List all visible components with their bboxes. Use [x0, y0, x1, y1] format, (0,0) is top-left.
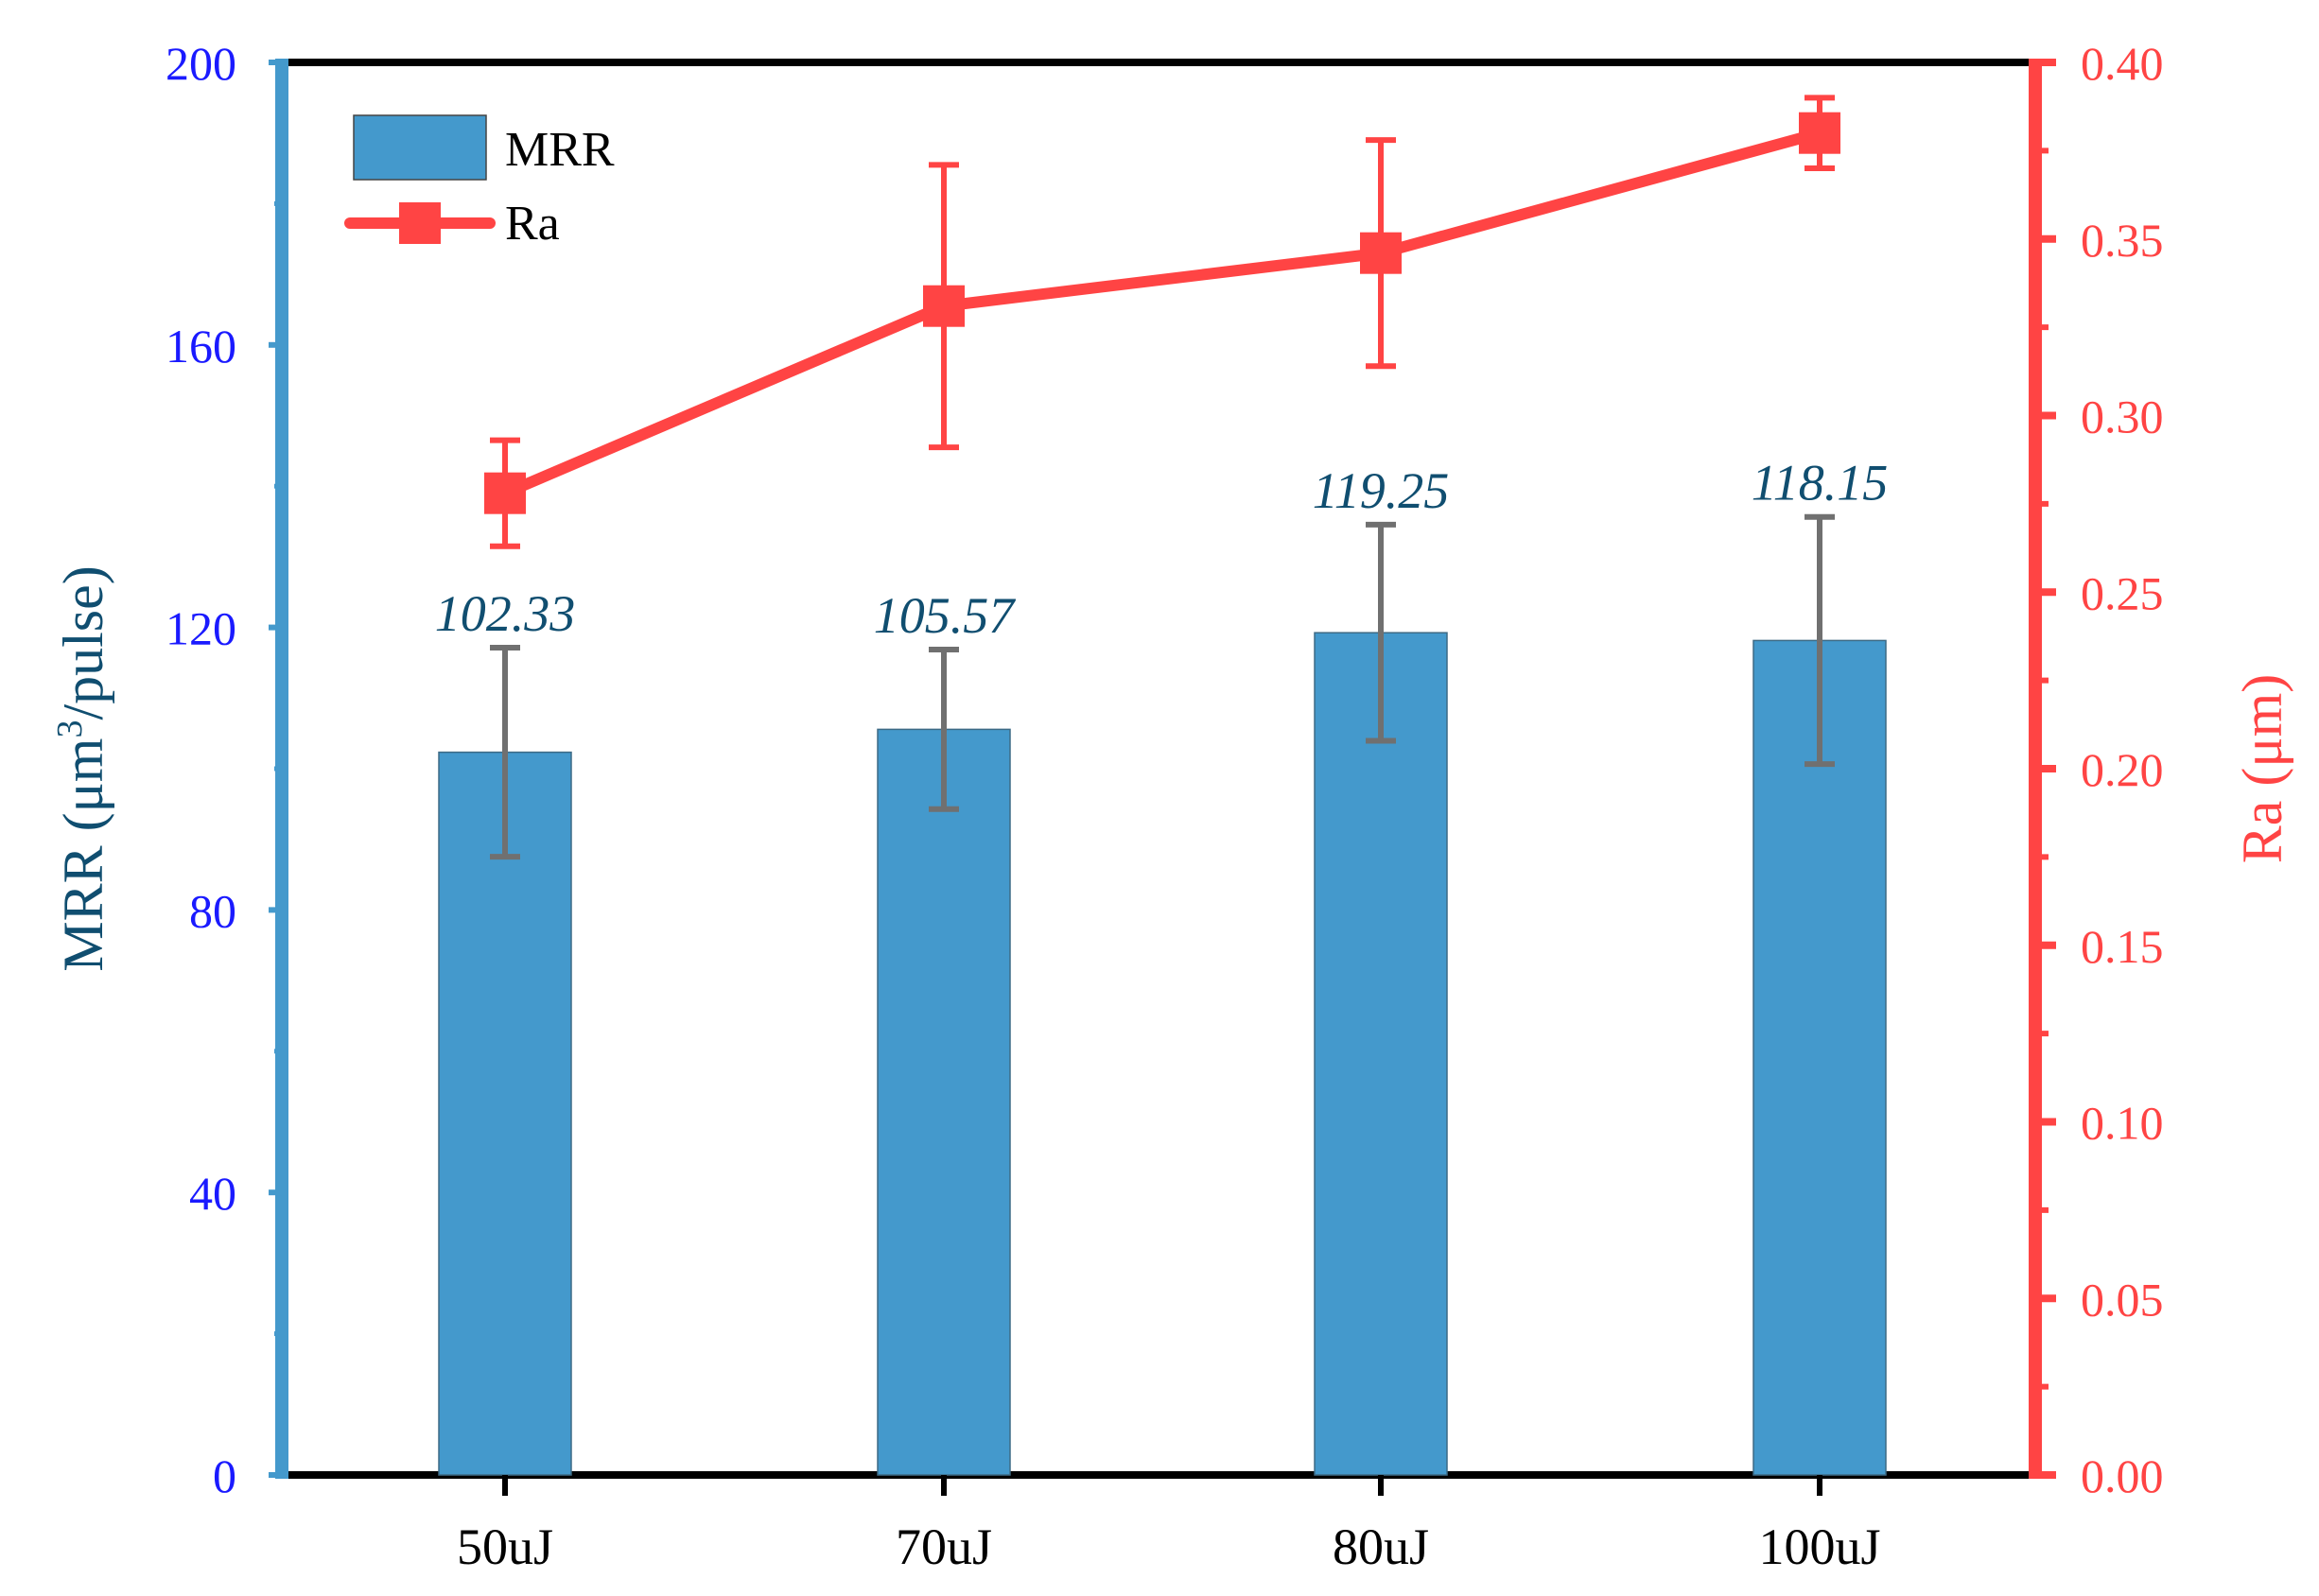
right-tick-label: 0.00: [2081, 1449, 2164, 1502]
mrr-bar: [438, 751, 572, 1476]
mrr-bar: [1752, 639, 1887, 1476]
left-tick-label: 40: [189, 1167, 236, 1220]
left-tick-label: 160: [166, 320, 236, 373]
left-tick-label: 200: [166, 37, 236, 90]
mrr-value-label: 105.57: [874, 587, 1017, 644]
ra-line: [502, 127, 1822, 499]
right-tick-label: 0.40: [2081, 37, 2164, 90]
mrr-value-label: 119.25: [1313, 462, 1450, 519]
ra-marker: [923, 285, 965, 327]
right-axis-ticks: 0.00 0.05 0.10 0.15 0.20 0.25 0.30 0.35 0.40: [2035, 37, 2164, 1502]
right-tick-label: 0.20: [2081, 743, 2164, 796]
x-tick-label: 50uJ: [457, 1518, 553, 1575]
legend: MRR Ra: [344, 114, 615, 251]
mrr-data-labels: 102.33 105.57 119.25 118.15: [435, 455, 1889, 644]
x-tick-label: 100uJ: [1758, 1518, 1880, 1575]
mrr-bars: [438, 632, 1887, 1476]
right-tick-label: 0.35: [2081, 214, 2164, 267]
legend-mrr-swatch: [353, 114, 487, 181]
ra-line-series: [484, 95, 1840, 549]
left-tick-label: 80: [189, 884, 236, 937]
legend-mrr-label: MRR: [505, 123, 615, 177]
x-tick-label: 80uJ: [1333, 1518, 1429, 1575]
right-tick-label: 0.15: [2081, 920, 2164, 973]
left-tick-label: 120: [166, 602, 236, 655]
mrr-value-label: 102.33: [435, 585, 576, 642]
ra-marker: [484, 472, 526, 514]
right-tick-label: 0.10: [2081, 1097, 2164, 1150]
left-axis-title: MRR (μm3/pulse): [50, 565, 114, 972]
right-axis-title: Ra (μm): [2231, 674, 2293, 863]
x-axis-ticks: 50uJ 70uJ 80uJ 100uJ: [457, 1475, 1881, 1575]
mrr-bar: [1314, 632, 1448, 1476]
right-tick-label: 0.25: [2081, 566, 2164, 619]
ra-marker: [1360, 232, 1402, 274]
legend-ra-label: Ra: [505, 197, 560, 251]
left-tick-label: 0: [213, 1449, 236, 1502]
right-tick-label: 0.05: [2081, 1273, 2164, 1326]
mrr-bar: [877, 728, 1011, 1476]
x-tick-label: 70uJ: [896, 1518, 992, 1575]
right-tick-label: 0.30: [2081, 390, 2164, 443]
ra-marker: [1799, 112, 1840, 154]
legend-ra-marker: [399, 202, 441, 244]
mrr-value-label: 118.15: [1752, 455, 1889, 512]
mrr-error-bars: [490, 513, 1835, 860]
left-axis-ticks: 0 40 80 120 160 200: [166, 37, 282, 1502]
